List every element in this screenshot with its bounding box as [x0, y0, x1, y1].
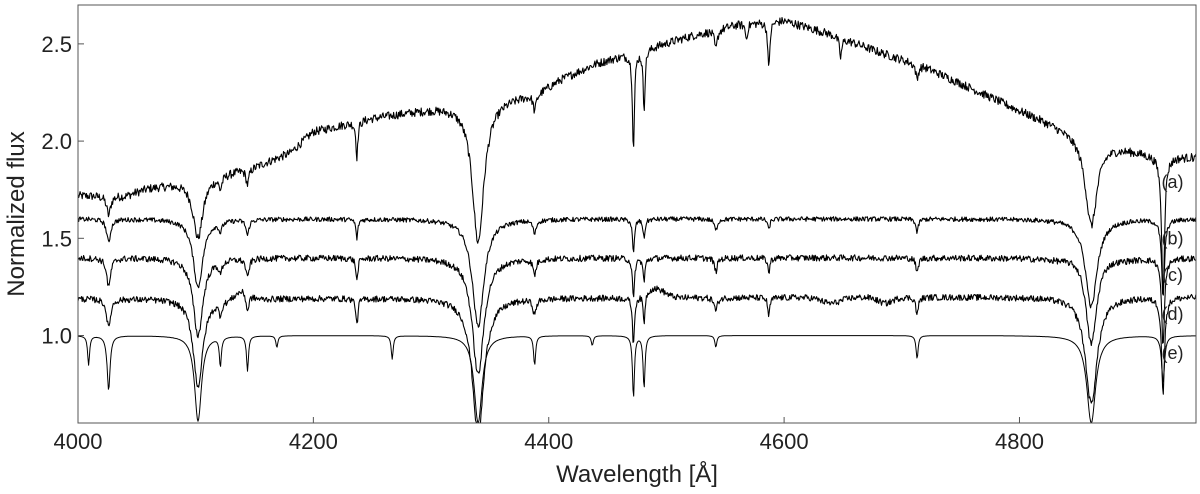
spectrum-line-b: [77, 216, 1197, 328]
x-tick-label: 4600: [760, 429, 809, 454]
series-label-e: (e): [1161, 343, 1183, 363]
y-tick-label: 2.0: [41, 129, 72, 154]
spectrum-line-e: [78, 335, 1196, 424]
spectrum-line-a: [77, 16, 1197, 296]
y-tick-label: 1.0: [41, 324, 72, 349]
x-axis-title: Wavelength [Å]: [556, 460, 718, 488]
y-tick-label: 2.5: [41, 32, 72, 57]
plot-frame: [77, 4, 1197, 424]
x-tick-label: 4000: [54, 429, 103, 454]
y-tick-label: 1.5: [41, 226, 72, 251]
series-label-b: (b): [1161, 228, 1183, 248]
spectrum-line-d: [77, 285, 1197, 424]
y-axis-title: Normalized flux: [3, 131, 30, 296]
axis-ticks: 4000 4200 4400 4600 4800 1.0 1.5 2.0 2.5: [41, 32, 1044, 454]
series-label-a: (a): [1161, 172, 1183, 192]
series-label-d: (d): [1161, 304, 1183, 324]
x-tick-label: 4800: [995, 429, 1044, 454]
series-labels: (a) (b) (c) (d) (e): [1161, 172, 1183, 363]
x-tick-label: 4200: [289, 429, 338, 454]
spectrum-line-c: [77, 254, 1196, 374]
series-layer: [77, 16, 1197, 424]
series-label-c: (c): [1162, 265, 1183, 285]
x-tick-label: 4400: [524, 429, 573, 454]
